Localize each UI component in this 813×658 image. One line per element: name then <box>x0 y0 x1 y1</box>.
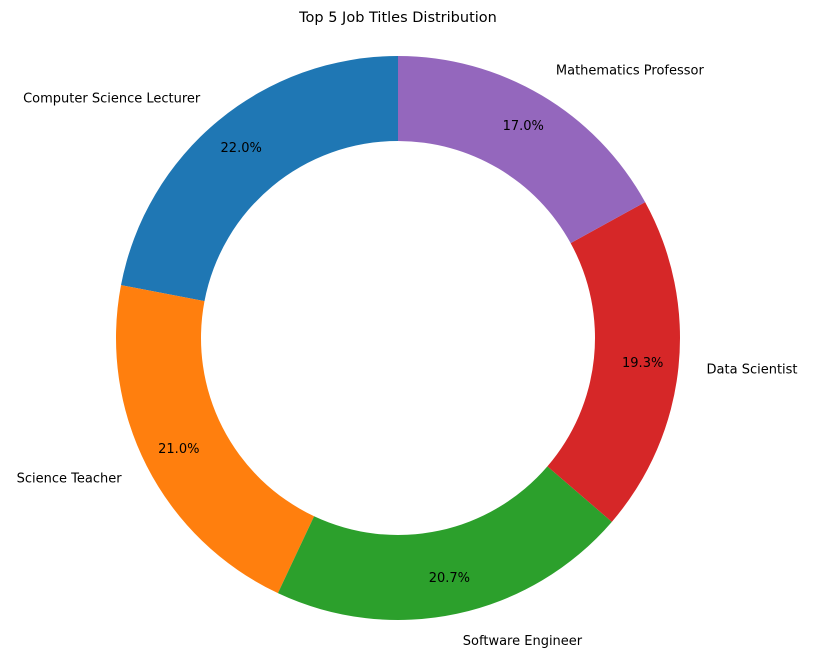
category-label-4: Mathematics Professor <box>556 63 705 78</box>
chart-title: Top 5 Job Titles Distribution <box>298 10 497 26</box>
slice-0 <box>120 56 398 302</box>
percent-label-3: 19.3% <box>622 356 663 371</box>
category-label-3: Data Scientist <box>707 363 798 378</box>
slice-2 <box>277 466 612 620</box>
slice-3 <box>547 202 680 522</box>
category-label-1: Science Teacher <box>17 471 123 486</box>
percent-label-2: 20.7% <box>429 571 470 586</box>
slices-group <box>115 56 680 620</box>
percent-label-4: 17.0% <box>503 119 544 134</box>
percent-label-1: 21.0% <box>158 442 199 457</box>
percent-label-0: 22.0% <box>221 141 262 156</box>
slice-4 <box>398 56 646 244</box>
category-label-0: Computer Science Lecturer <box>23 91 201 106</box>
labels-group: 22.0% Computer Science Lecturer 21.0% Scien… <box>17 63 798 648</box>
slice-1 <box>115 285 315 594</box>
category-label-2: Software Engineer <box>463 634 583 649</box>
